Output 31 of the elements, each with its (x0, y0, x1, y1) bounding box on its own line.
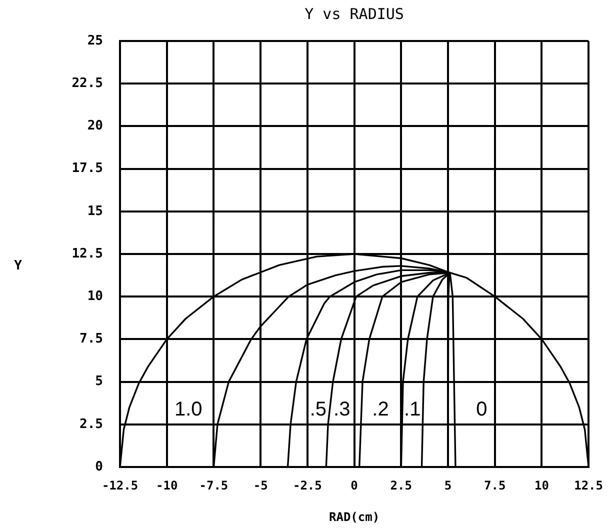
x-tick-label: -12.5 (102, 478, 138, 492)
x-tick-label: -10 (156, 478, 178, 492)
x-tick-label: 7.5 (484, 478, 506, 492)
y-tick-label: 15 (87, 204, 103, 219)
x-axis-title: RAD(cm) (328, 510, 380, 524)
annotation: .1 (404, 398, 421, 420)
annotation: .2 (372, 398, 389, 420)
y-axis-title: Y (14, 258, 22, 274)
x-tick-label: -5 (253, 478, 268, 492)
x-tick-label: -2.5 (292, 478, 322, 492)
x-tick-label: 10 (534, 478, 549, 492)
y-tick-label: 10 (87, 288, 104, 304)
y-tick-label: 12.5 (72, 246, 103, 262)
y-tick-label: 22.5 (72, 76, 103, 91)
chart-title: Y vs RADIUS (304, 4, 404, 23)
annotation: 1.0 (174, 398, 202, 420)
y-tick-label: 0 (95, 459, 104, 474)
y-tick-label: 5 (95, 374, 103, 390)
y-tick-label: 2.5 (80, 416, 103, 432)
x-tick-label: 0 (350, 478, 358, 492)
y-tick-label: 17.5 (72, 161, 103, 176)
annotation: .5 (310, 398, 327, 420)
x-tick-label: 2.5 (390, 478, 412, 492)
y-tick-label: 20 (87, 118, 104, 134)
x-tick-label: -7.5 (199, 478, 228, 492)
y-tick-label: 25 (87, 33, 103, 48)
x-tick-label: 12.5 (574, 478, 604, 492)
annotation: 0 (476, 398, 488, 420)
x-tick-label: 5 (444, 478, 452, 492)
y-tick-label: 7.5 (80, 332, 103, 347)
annotation: .3 (334, 398, 350, 420)
